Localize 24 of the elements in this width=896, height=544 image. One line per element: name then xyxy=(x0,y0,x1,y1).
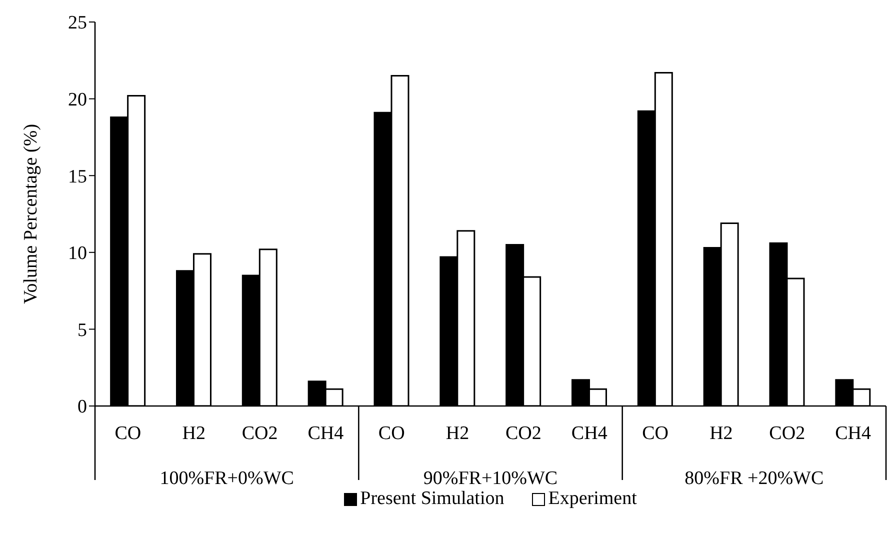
x-tick-label: H2 xyxy=(446,423,470,444)
y-tick-label: 5 xyxy=(78,320,87,341)
legend-label: Experiment xyxy=(547,488,637,510)
x-tick-label: CO xyxy=(642,423,668,444)
y-tick-label: 0 xyxy=(78,396,87,418)
x-tick-label: CH4 xyxy=(308,423,344,444)
y-tick-label: 20 xyxy=(68,90,87,111)
x-tick-label: H2 xyxy=(710,423,733,444)
text: 100%FR+0%WC xyxy=(160,468,294,489)
x-tick-label: CO2 xyxy=(242,423,278,444)
text: 90%FR+10%WC xyxy=(423,468,558,489)
y-tick-label: 15 xyxy=(68,166,87,188)
x-tick-label: CO xyxy=(378,423,405,444)
y-axis-title: Volume Percentage (%) xyxy=(20,124,42,304)
x-tick-label: CO2 xyxy=(769,423,806,444)
legend-label: Present Simulation xyxy=(359,488,504,510)
y-tick-label: 10 xyxy=(68,243,87,264)
x-tick-label: H2 xyxy=(182,423,206,444)
x-tick-label: CH4 xyxy=(571,423,608,444)
x-tick-label: CO xyxy=(114,423,142,444)
y-tick-label: 25 xyxy=(68,12,87,34)
text: 80%FR +20%WC xyxy=(684,468,824,489)
x-tick-label: CO2 xyxy=(506,423,542,444)
x-tick-label: CH4 xyxy=(835,423,872,444)
